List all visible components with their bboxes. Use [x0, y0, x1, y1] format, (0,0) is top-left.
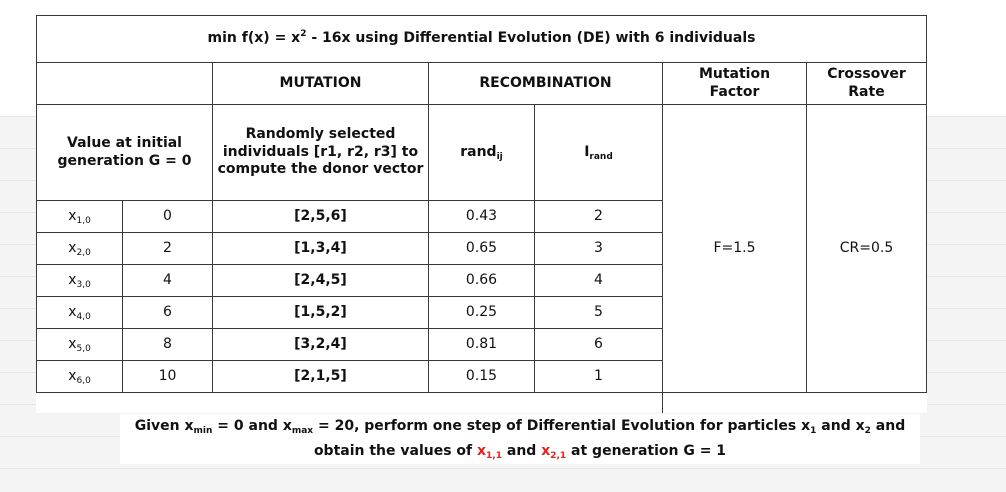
individual-label: x6,0 — [36, 360, 123, 393]
target-x11: x1,1 — [477, 443, 502, 461]
rand-value: 0.25 — [428, 296, 535, 329]
title-row: min f(x) = x2 - 16x using Differential E… — [36, 15, 927, 63]
individual-label: x4,0 — [36, 296, 123, 329]
recombination-header: RECOMBINATION — [428, 62, 663, 105]
initial-value-header: Value at initial generation G = 0 — [36, 104, 213, 201]
problem-statement-line-1: Given xmin = 0 and xmax = 20, perform on… — [134, 418, 906, 436]
initial-value: 4 — [122, 264, 213, 297]
rand-value: 0.43 — [428, 200, 535, 233]
selected-individuals: [1,3,4] — [212, 232, 429, 265]
table-row: x4,0 6 [1,5,2] 0.25 5 — [36, 296, 927, 329]
empty-header-cell — [36, 62, 213, 105]
individual-label: x3,0 — [36, 264, 123, 297]
individual-label: x5,0 — [36, 328, 123, 361]
table-row: x2,0 2 [1,3,4] 0.65 3 — [36, 232, 927, 265]
column-header-row: Value at initial generation G = 0 Randoml… — [36, 104, 927, 393]
individual-label: x1,0 — [36, 200, 123, 233]
selected-individuals: [2,4,5] — [212, 264, 429, 297]
initial-value: 8 — [122, 328, 213, 361]
random-individuals-header: Randomly selected individuals [r1, r2, r3… — [212, 104, 429, 201]
target-x21: x2,1 — [541, 443, 567, 461]
initial-value: 10 — [122, 360, 213, 393]
individual-label: x2,0 — [36, 232, 123, 265]
rand-ij-header: randij — [428, 104, 535, 201]
rand-value: 0.66 — [428, 264, 535, 297]
irand-value: 6 — [534, 328, 663, 361]
page-title: min f(x) = x2 - 16x using Differential E… — [36, 15, 927, 63]
initial-value: 0 — [122, 200, 213, 233]
irand-value: 1 — [534, 360, 663, 393]
section-header-row: MUTATION RECOMBINATION Mutation Factor Cr… — [36, 62, 927, 105]
mutation-header: MUTATION — [212, 62, 429, 105]
rand-value: 0.65 — [428, 232, 535, 265]
spacer-cell — [36, 392, 663, 413]
irand-value: 5 — [534, 296, 663, 329]
problem-statement-line-2: obtain the values of x1,1 and x2,1 at ge… — [313, 443, 727, 461]
selected-individuals: [3,2,4] — [212, 328, 429, 361]
mutation-factor-header: Mutation Factor — [662, 62, 807, 105]
selected-individuals: [1,5,2] — [212, 296, 429, 329]
initial-value: 6 — [122, 296, 213, 329]
rand-value: 0.81 — [428, 328, 535, 361]
i-rand-header: Irand — [534, 104, 663, 201]
mutation-factor-value: F=1.5 — [662, 104, 807, 393]
table-row: x5,0 8 [3,2,4] 0.81 6 — [36, 328, 927, 361]
irand-value: 4 — [534, 264, 663, 297]
spacer-row — [36, 392, 927, 413]
irand-value: 2 — [534, 200, 663, 233]
table-row: x6,0 10 [2,1,5] 0.15 1 — [36, 360, 927, 393]
rand-value: 0.15 — [428, 360, 535, 393]
irand-value: 3 — [534, 232, 663, 265]
table-row: x1,0 0 [2,5,6] 0.43 2 — [36, 200, 927, 233]
selected-individuals: [2,5,6] — [212, 200, 429, 233]
selected-individuals: [2,1,5] — [212, 360, 429, 393]
de-problem-table: min f(x) = x2 - 16x using Differential E… — [36, 15, 927, 413]
crossover-rate-value: CR=0.5 — [806, 104, 927, 393]
crossover-rate-header: Crossover Rate — [806, 62, 927, 105]
initial-value: 2 — [122, 232, 213, 265]
problem-statement: Given xmin = 0 and xmax = 20, perform on… — [120, 414, 920, 464]
